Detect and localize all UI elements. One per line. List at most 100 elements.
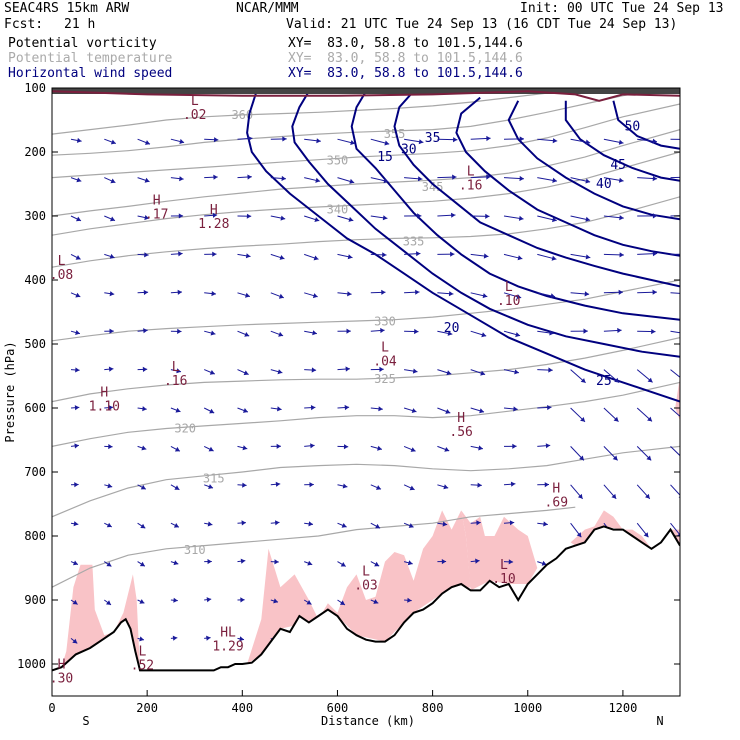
forecast-label: Fcst: — [4, 17, 44, 32]
extremum-type-L: L — [172, 360, 180, 375]
wind-vector-head — [206, 635, 211, 641]
wind-vector-head — [144, 177, 150, 183]
wind-vector — [104, 522, 113, 528]
pv-fill-region-2 — [461, 510, 538, 591]
wind-vector — [70, 253, 81, 260]
wind-vector-head — [686, 252, 690, 257]
wind-vector — [170, 407, 181, 413]
wind-vector — [237, 292, 251, 298]
y-tick-label: 100 — [24, 81, 46, 95]
wind-vector — [403, 484, 415, 491]
wind-vector-head — [277, 369, 283, 375]
wind-vector-head — [75, 330, 80, 335]
wind-vector — [570, 177, 591, 184]
wind-vector — [304, 405, 316, 411]
wind-vector-head — [144, 252, 149, 258]
wind-vector-head — [552, 177, 557, 183]
wind-vector — [370, 327, 385, 334]
wind-vector — [670, 291, 690, 296]
wind-vector-head — [519, 175, 524, 182]
wind-vector — [137, 636, 145, 642]
wind-vector — [203, 407, 215, 414]
wind-vector-head — [76, 177, 82, 183]
wind-vector-head — [339, 600, 345, 605]
legend-pv-xy: XY= 83.0, 58.8 to 101.5,144.6 — [288, 36, 523, 51]
wind-vector-head — [346, 328, 351, 334]
extremum-type-H: H — [100, 385, 108, 400]
wind-vector-head — [482, 293, 488, 299]
wind-vector — [437, 484, 449, 490]
wind-vector-head — [144, 215, 149, 221]
wind-vector-head — [515, 332, 521, 338]
x-axis-south-label: S — [82, 714, 89, 728]
wind-vector-head — [282, 136, 287, 142]
wind-vector-head — [686, 291, 690, 296]
wind-vector — [437, 137, 458, 143]
wind-vector — [337, 522, 347, 528]
wind-vector — [503, 215, 524, 221]
wind-vector — [470, 407, 485, 414]
wind-vector-head — [416, 251, 421, 257]
wind-vector-head — [108, 366, 114, 372]
wind-vector — [603, 215, 624, 221]
wind-vector — [70, 482, 79, 488]
wind-vector — [370, 289, 386, 295]
wind-vector — [537, 138, 558, 144]
legend-wind-name: Horizontal wind speed — [8, 66, 173, 81]
wind-vector — [337, 328, 351, 334]
wind-vector — [603, 369, 620, 383]
wind-vector-head — [139, 599, 145, 604]
wind-vector-head — [382, 215, 388, 221]
wind-vector-head — [451, 212, 456, 218]
wind-vector-head — [275, 520, 280, 526]
wind-vector — [537, 215, 557, 223]
wind-vector — [237, 253, 251, 259]
wind-vector-head — [178, 213, 184, 219]
wind-vector-head — [142, 406, 147, 412]
wind-vector — [404, 368, 418, 374]
wind-vector-head — [245, 292, 250, 298]
wind-vector-head — [480, 370, 486, 376]
wind-vector — [404, 597, 412, 603]
wind-vector — [637, 138, 658, 144]
wind-vector — [104, 444, 113, 450]
wind-vector — [204, 251, 217, 257]
wind-vector — [337, 404, 350, 411]
wind-vector-head — [443, 484, 449, 490]
wind-vector — [370, 484, 382, 490]
wind-vector — [137, 289, 149, 295]
theta-contour-350 — [52, 103, 680, 179]
wind-vector — [370, 366, 384, 372]
wind-vector-head — [313, 255, 319, 261]
wind-vector — [304, 367, 317, 373]
wind-vector-head — [441, 559, 447, 565]
wind-vector — [237, 136, 253, 142]
theta-label-310: 310 — [184, 543, 206, 557]
legend-wind-xy: XY= 83.0, 58.8 to 101.5,144.6 — [288, 66, 523, 81]
wind-vector — [237, 330, 250, 337]
wind-vector-head — [275, 481, 281, 487]
terrain-mask — [52, 526, 680, 696]
wind-vector — [570, 215, 591, 222]
wind-vector-head — [345, 366, 350, 372]
wind-vector-head — [209, 408, 215, 414]
wind-vector — [537, 443, 551, 449]
theta-contour-325 — [52, 337, 680, 403]
wind-vector-head — [76, 137, 82, 143]
pv-contour-tropopause — [52, 90, 680, 102]
wind-vector — [370, 522, 381, 529]
wind-vector — [270, 406, 282, 412]
wind-vector — [137, 215, 150, 221]
wind-vector — [370, 599, 379, 604]
wind-vector — [470, 253, 489, 259]
theta-label-325: 325 — [374, 372, 396, 386]
wind-vector — [304, 482, 314, 488]
theta-label-350: 350 — [327, 153, 349, 167]
wind-label-35: 35 — [425, 131, 441, 146]
wind-vector-head — [239, 636, 244, 642]
wind-vector — [670, 176, 680, 179]
wind-vector — [204, 484, 214, 489]
wind-vector-head — [408, 523, 414, 528]
wind-vector — [370, 445, 383, 451]
wind-vector — [170, 635, 178, 641]
